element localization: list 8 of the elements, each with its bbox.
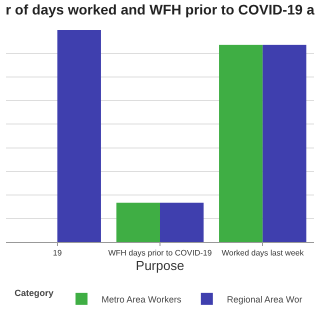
- legend-title: Category: [14, 288, 54, 298]
- legend-label: Regional Area Wor: [226, 294, 302, 304]
- x-tick-label: WFH days prior to COVID-19: [108, 248, 212, 258]
- chart-title: r of days worked and WFH prior to COVID-19 a: [6, 2, 315, 18]
- x-tick-label: 19: [52, 248, 62, 258]
- x-axis-title: Purpose: [136, 258, 184, 274]
- x-tick-label: Worked days last week: [222, 248, 305, 258]
- legend-label: Metro Area Workers: [102, 294, 182, 304]
